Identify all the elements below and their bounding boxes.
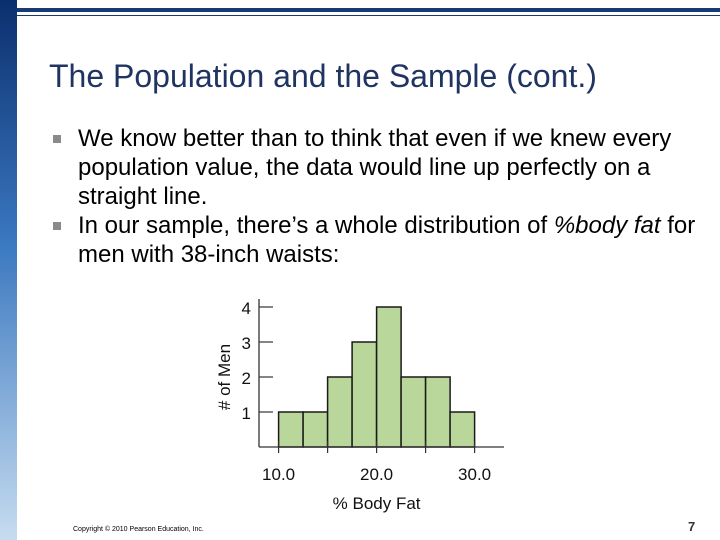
y-tick-label: 1	[242, 404, 251, 423]
bullet-item-2: In our sample, there’s a whole distribut…	[50, 211, 710, 269]
histogram-bar-1	[277, 411, 304, 448]
square-bullet-icon	[53, 135, 61, 143]
top-rule-thin	[17, 15, 720, 16]
bullet-text-2a: In our sample, there’s a whole distribut…	[78, 212, 554, 239]
x-tick-label: 10.0	[262, 465, 295, 484]
bullet-text-2b: for men with 38-inch waists:	[78, 212, 696, 268]
top-rule-thick	[17, 8, 720, 12]
histogram-bar-8	[449, 411, 476, 448]
bullet-text-1: We know better than to think that even i…	[78, 125, 672, 210]
y-tick-label: 3	[242, 334, 251, 353]
y-tick-label: 2	[242, 369, 251, 388]
y-axis-label: # of Men	[215, 344, 234, 410]
histogram-bar-3	[326, 376, 353, 448]
bullet-list: We know better than to think that even i…	[50, 124, 710, 269]
histogram-bar-5	[375, 306, 402, 448]
histogram-bar-6	[400, 376, 427, 448]
square-bullet-icon	[53, 222, 61, 230]
page-number: 7	[688, 519, 696, 534]
y-tick-label: 4	[242, 299, 251, 318]
copyright-text: Copyright © 2010 Pearson Education, Inc.	[73, 526, 204, 533]
histogram-bar-4	[351, 341, 378, 448]
slide-title: The Population and the Sample (cont.)	[49, 58, 597, 94]
x-tick-label: 30.0	[458, 465, 491, 484]
histogram-bar-7	[424, 376, 451, 448]
bullet-item-1: We know better than to think that even i…	[50, 124, 710, 211]
histogram-bar-2	[302, 411, 329, 448]
left-accent-bar	[0, 0, 17, 540]
bullet-text-2-italic: %body fat	[553, 212, 661, 239]
body-fat-histogram: 1 2 3 4 10.0 20.0 30.0 % Body Fat # of Men	[215, 299, 504, 513]
x-axis-label: % Body Fat	[333, 494, 421, 513]
x-tick-label: 20.0	[360, 465, 393, 484]
